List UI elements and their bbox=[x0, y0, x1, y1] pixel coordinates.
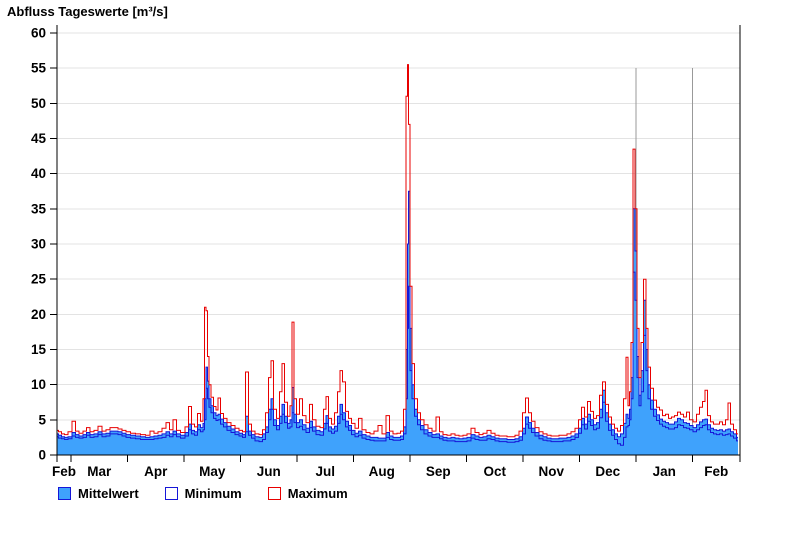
maximum-line bbox=[57, 64, 738, 438]
y-tick-label: 55 bbox=[31, 61, 47, 76]
month-label: Sep bbox=[426, 464, 451, 479]
legend: Mittelwert Minimum Maximum bbox=[58, 486, 348, 501]
month-label: Jul bbox=[315, 464, 335, 479]
chart-title: Abfluss Tageswerte [m³/s] bbox=[7, 4, 168, 19]
legend-item-mittelwert: Mittelwert bbox=[58, 486, 139, 501]
month-label: Dec bbox=[595, 464, 620, 479]
month-label: May bbox=[199, 464, 226, 479]
month-label: Aug bbox=[369, 464, 395, 479]
y-tick-label: 10 bbox=[31, 377, 46, 392]
month-label: Feb bbox=[52, 464, 76, 479]
legend-label-maximum: Maximum bbox=[287, 486, 348, 501]
max-line-swatch-icon bbox=[267, 487, 281, 500]
y-tick-label: 15 bbox=[31, 342, 47, 357]
y-tick-label: 40 bbox=[31, 166, 46, 181]
y-tick-label: 20 bbox=[31, 307, 46, 322]
legend-item-minimum: Minimum bbox=[164, 486, 242, 501]
y-tick-label: 35 bbox=[31, 201, 47, 216]
mean-area-swatch-icon bbox=[58, 487, 71, 500]
month-label: Jun bbox=[257, 464, 281, 479]
y-tick-label: 5 bbox=[38, 412, 46, 427]
month-label: Mar bbox=[87, 464, 112, 479]
legend-label-mittelwert: Mittelwert bbox=[78, 486, 139, 501]
month-label: Feb bbox=[704, 464, 728, 479]
month-label: Nov bbox=[538, 464, 564, 479]
minimum-line bbox=[57, 271, 738, 446]
legend-label-minimum: Minimum bbox=[184, 486, 242, 501]
y-tick-label: 0 bbox=[38, 448, 46, 463]
legend-item-maximum: Maximum bbox=[267, 486, 348, 501]
y-tick-label: 60 bbox=[31, 26, 46, 41]
y-tick-label: 50 bbox=[31, 96, 46, 111]
month-label: Apr bbox=[144, 464, 168, 479]
y-tick-label: 30 bbox=[31, 237, 46, 252]
y-tick-label: 25 bbox=[31, 272, 47, 287]
y-tick-label: 45 bbox=[31, 131, 47, 146]
min-line-swatch-icon bbox=[164, 487, 178, 500]
month-label: Oct bbox=[483, 464, 506, 479]
month-label: Jan bbox=[653, 464, 676, 479]
